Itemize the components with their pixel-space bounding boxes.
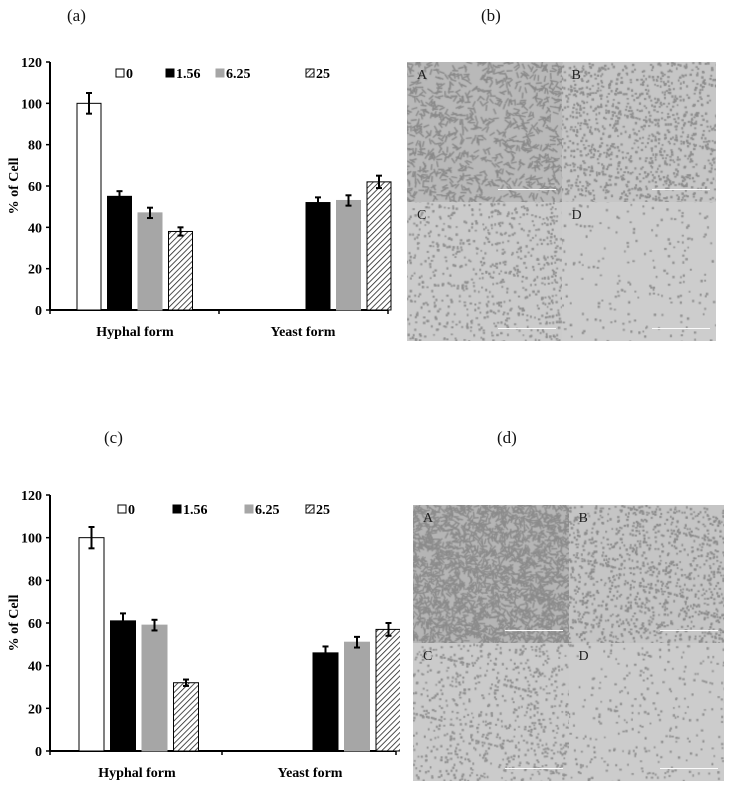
bar-chart-c: 0 20 40 60 80 100 120 % of Cell Hyphal form Yeast… xyxy=(0,470,400,791)
panel-label-b: (b) xyxy=(481,6,501,25)
legend-label: 0 xyxy=(126,67,133,82)
y-tick-label: 0 xyxy=(35,745,42,760)
y-tick-label: 60 xyxy=(28,617,42,632)
micrograph-tile-c: C xyxy=(413,643,569,781)
bar-25 xyxy=(375,628,400,752)
bar-6-25 xyxy=(336,199,361,311)
bar-25 xyxy=(168,230,193,311)
legend-label: 0 xyxy=(128,503,135,518)
y-axis-label: % of Cell xyxy=(7,595,22,652)
bar-0 xyxy=(78,537,105,752)
legend-swatch-icon xyxy=(165,68,175,78)
y-tick-label: 80 xyxy=(28,574,42,589)
x-category-label: Yeast form xyxy=(271,325,336,340)
bar-1-56 xyxy=(312,652,339,752)
x-axis: Hyphal form Yeast form xyxy=(49,309,389,340)
legend-swatch-icon xyxy=(305,504,315,514)
y-tick-label: 0 xyxy=(35,304,42,319)
bar-0 xyxy=(76,102,102,311)
scale-bar xyxy=(660,768,718,769)
scale-bar xyxy=(497,188,556,190)
micrograph-tile-c: C xyxy=(407,201,562,341)
legend-swatch-icon xyxy=(215,68,225,78)
legend-label: 6.25 xyxy=(226,67,251,82)
legend: 0 1.56 6.25 25 xyxy=(115,67,330,82)
y-tick-label: 20 xyxy=(28,263,42,278)
micrograph-tile-d: D xyxy=(568,643,724,781)
micrograph-tile-label: D xyxy=(571,207,582,223)
y-axis-label: % of Cell xyxy=(7,158,22,215)
bar-6-25 xyxy=(344,641,370,752)
micrograph-tile-label: B xyxy=(578,511,588,526)
y-tick-label: 120 xyxy=(21,56,42,71)
bar-1-56 xyxy=(107,195,132,311)
bar-chart-a: 0 20 40 60 80 100 120 % of Cell Hyphal form Yeast… xyxy=(0,40,400,340)
scale-bar xyxy=(504,768,563,769)
legend-label: 1.56 xyxy=(183,503,208,518)
x-category-label: Yeast form xyxy=(278,766,343,781)
scale-bar xyxy=(660,630,718,631)
micrograph-tile-label: A xyxy=(417,68,428,83)
bar-1-56 xyxy=(110,620,136,752)
y-axis: 0 20 40 60 80 100 120 % of Cell xyxy=(7,56,51,319)
legend-label: 25 xyxy=(316,67,330,82)
micrograph-tile-label: C xyxy=(417,207,427,223)
y-tick-label: 120 xyxy=(21,489,42,504)
legend-swatch-icon xyxy=(172,504,182,514)
y-tick-label: 80 xyxy=(28,139,42,154)
y-tick-label: 20 xyxy=(28,702,42,717)
micrograph-tile-label: B xyxy=(571,68,581,83)
y-axis: 0 20 40 60 80 100 120 % of Cell xyxy=(7,489,51,760)
micrograph-tile-label: C xyxy=(423,649,433,664)
y-tick-label: 60 xyxy=(28,180,42,195)
legend-label: 6.25 xyxy=(255,503,280,518)
scale-bar xyxy=(497,328,556,329)
scale-bar xyxy=(504,630,563,631)
bar-25 xyxy=(366,181,392,311)
x-axis: Hyphal form Yeast form xyxy=(49,750,397,781)
legend-swatch-icon xyxy=(117,504,127,514)
micrograph-tile-b: B xyxy=(561,62,716,202)
legend-label: 1.56 xyxy=(176,67,201,82)
legend-swatch-icon xyxy=(115,68,125,78)
y-tick-label: 100 xyxy=(21,97,42,112)
bar-6-25 xyxy=(141,624,168,752)
bars xyxy=(76,92,392,311)
bar-1-56 xyxy=(305,202,331,311)
scale-bar xyxy=(652,188,710,190)
bar-25 xyxy=(173,682,199,752)
x-category-label: Hyphal form xyxy=(96,325,174,340)
bar-6-25 xyxy=(137,212,163,311)
legend: 0 1.56 6.25 25 xyxy=(117,503,330,518)
micrograph-tile-a: A xyxy=(407,62,562,202)
y-tick-label: 40 xyxy=(28,660,42,675)
micrograph-tile-label: D xyxy=(578,649,589,664)
micrograph-tile-d: D xyxy=(561,201,716,341)
legend-swatch-icon xyxy=(305,68,315,78)
bars xyxy=(78,526,400,752)
panel-label-d: (d) xyxy=(497,428,517,447)
legend-swatch-icon xyxy=(244,504,254,514)
micrograph-tile-b: B xyxy=(568,505,724,643)
micrograph-tile-a: A xyxy=(413,505,569,643)
x-category-label: Hyphal form xyxy=(98,766,176,781)
micrograph-tile-label: A xyxy=(423,511,434,526)
panel-label-c: (c) xyxy=(104,428,123,447)
micrograph-grid-d: A B C D xyxy=(413,505,724,781)
micrograph-grid-b: A B C D xyxy=(407,62,716,341)
y-tick-label: 100 xyxy=(21,532,42,547)
scale-bar xyxy=(652,328,710,329)
panel-label-a: (a) xyxy=(67,6,86,25)
y-tick-label: 40 xyxy=(28,221,42,236)
legend-label: 25 xyxy=(316,503,330,518)
